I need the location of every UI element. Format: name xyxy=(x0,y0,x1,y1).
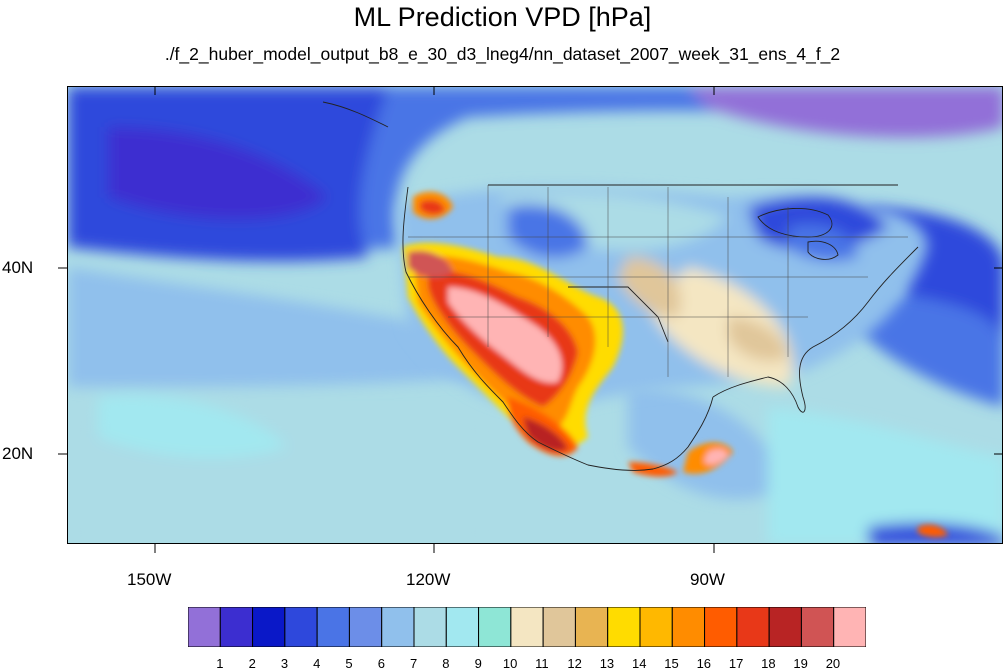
colorbar-swatch xyxy=(704,607,738,647)
colorbar-label: 13 xyxy=(599,656,615,671)
colorbar-swatch xyxy=(768,607,802,647)
map-canvas xyxy=(68,87,1002,543)
colorbar-label: 5 xyxy=(345,656,353,671)
colorbar-label: 3 xyxy=(280,656,289,671)
colorbar-swatch xyxy=(381,607,415,647)
colorbar-swatch xyxy=(478,607,512,647)
plot-title: ML Prediction VPD [hPa] xyxy=(353,2,652,32)
colorbar-swatch xyxy=(736,607,770,647)
plot-subtitle: ./f_2_huber_model_output_b8_e_30_d3_lneg… xyxy=(164,44,841,64)
colorbar-swatch xyxy=(413,607,447,647)
coastlines xyxy=(322,101,919,471)
colorbar-swatch xyxy=(671,607,706,647)
colorbar-label: 9 xyxy=(474,656,482,671)
colorbar-label: 8 xyxy=(442,656,450,671)
colorbar-swatch xyxy=(833,607,866,647)
colorbar-swatch xyxy=(348,607,383,647)
colorbar-swatch xyxy=(316,607,350,647)
colorbar-label: 7 xyxy=(410,656,418,671)
vpd-map xyxy=(67,86,1003,544)
colorbar-swatch xyxy=(542,607,576,647)
colorbar-label: 19 xyxy=(793,656,808,671)
colorbar-label: 4 xyxy=(313,656,321,671)
colorbar-swatch xyxy=(284,607,318,647)
colorbar xyxy=(188,607,866,647)
lon-label-120w: 120W xyxy=(406,570,451,589)
colorbar-swatch xyxy=(639,607,673,647)
colorbar-label: 6 xyxy=(377,656,385,671)
colorbar-swatch xyxy=(607,607,641,647)
colorbar-swatch xyxy=(574,607,609,647)
lat-label-20n: 20N xyxy=(2,444,34,463)
colorbar-label: 1 xyxy=(216,656,224,671)
colorbar-swatch xyxy=(800,607,835,647)
colorbar-label: 16 xyxy=(696,656,712,671)
southwest-dry-core xyxy=(403,191,948,538)
colorbar-swatches xyxy=(188,607,866,647)
lon-label-90w: 90W xyxy=(690,570,725,589)
colorbar-label: 10 xyxy=(502,656,518,671)
colorbar-label: 15 xyxy=(664,656,679,671)
colorbar-label: 20 xyxy=(825,656,841,671)
colorbar-swatch xyxy=(510,607,544,647)
state-borders xyxy=(408,185,908,377)
colorbar-label: 18 xyxy=(761,656,776,671)
colorbar-swatch xyxy=(219,607,254,647)
colorbar-label: 11 xyxy=(535,656,549,671)
colorbar-label: 12 xyxy=(567,656,582,671)
lat-label-40n: 40N xyxy=(2,258,34,277)
colorbar-label: 14 xyxy=(632,656,647,671)
lon-label-150w: 150W xyxy=(127,570,172,589)
colorbar-label: 17 xyxy=(728,656,744,671)
colorbar-swatch xyxy=(188,607,221,647)
colorbar-swatch xyxy=(252,607,286,647)
colorbar-swatch xyxy=(445,607,480,647)
colorbar-label: 2 xyxy=(248,656,256,671)
